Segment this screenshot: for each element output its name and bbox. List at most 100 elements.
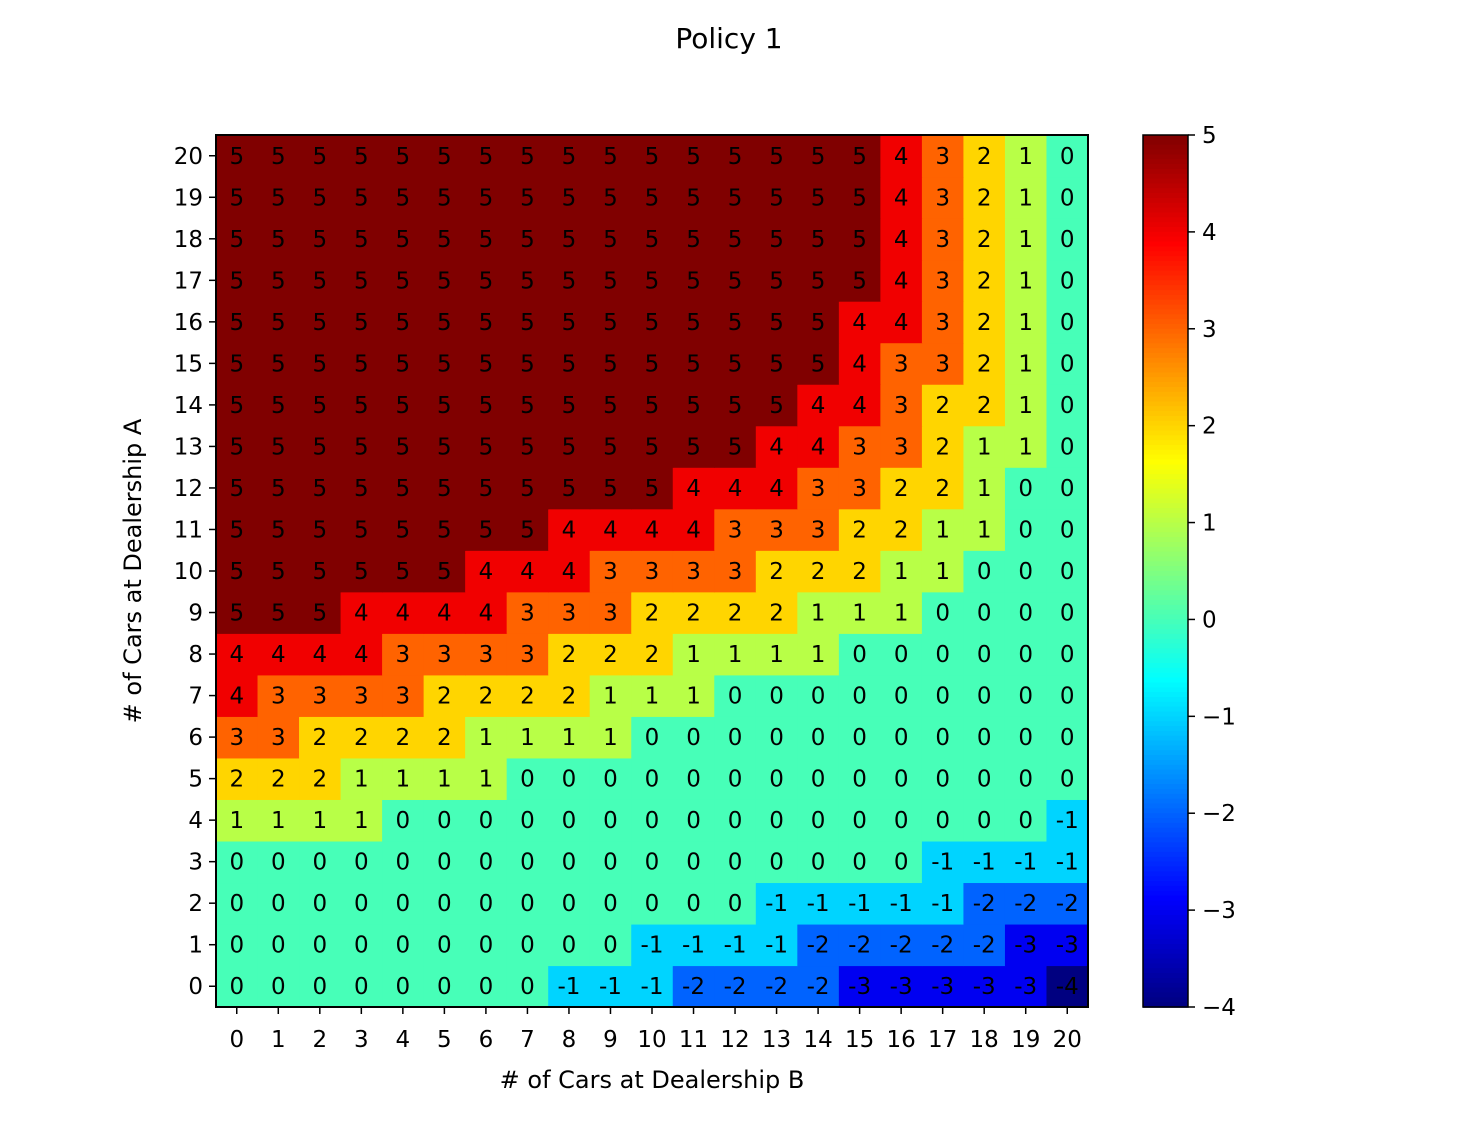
heatmap-cell: [340, 384, 383, 427]
heatmap-cell: [465, 342, 508, 385]
colorbar-segment: [1143, 333, 1188, 340]
heatmap-cell: [589, 840, 632, 884]
heatmap-cell: [1004, 259, 1048, 302]
cell-value-label: 3: [312, 684, 327, 710]
cell-value-label: 0: [1060, 185, 1075, 211]
heatmap-cell: [340, 259, 383, 302]
colorbar-segment: [1143, 314, 1188, 320]
cell-value-label: 1: [686, 642, 701, 668]
cell-value-label: 2: [645, 601, 660, 627]
heatmap-cell: [921, 425, 965, 468]
heatmap-cell: [216, 259, 259, 302]
heatmap-cell: [382, 591, 425, 634]
colorbar-segment: [1143, 246, 1188, 253]
colorbar-segment: [1143, 227, 1188, 233]
cell-value-label: 0: [894, 725, 909, 751]
cell-value-label: 0: [935, 808, 950, 834]
colorbar-segment: [1143, 168, 1188, 175]
heatmap-cell: [1046, 923, 1089, 967]
heatmap-cell: [340, 923, 383, 967]
heatmap-cell: [299, 176, 342, 219]
cell-value-label: 0: [1060, 268, 1075, 294]
heatmap-cell: [216, 965, 259, 1008]
heatmap-cell: [340, 342, 383, 385]
cell-value-label: 3: [354, 684, 369, 710]
heatmap-cell: [216, 633, 259, 676]
heatmap-cell: [755, 301, 798, 344]
heatmap-cell: [963, 218, 1006, 261]
cell-value-label: 4: [562, 559, 577, 585]
cell-value-label: 0: [396, 891, 411, 917]
heatmap-cell: [921, 799, 965, 842]
cell-value-label: 0: [520, 974, 535, 1000]
colorbar-segment: [1143, 425, 1188, 432]
cell-value-label: 2: [645, 642, 660, 668]
x-tick-label: 4: [396, 1027, 411, 1053]
heatmap-cell: [589, 757, 632, 800]
heatmap-cell: [382, 342, 425, 385]
cell-value-label: 3: [396, 684, 411, 710]
cell-value-label: 0: [312, 850, 327, 876]
colorbar-segment: [1143, 391, 1188, 398]
cell-value-label: 0: [271, 974, 286, 1000]
cell-value-label: 4: [728, 476, 743, 502]
heatmap-cell: [631, 218, 674, 261]
colorbar-segment: [1143, 159, 1188, 165]
colorbar-segment: [1143, 687, 1188, 693]
colorbar-segment: [1143, 478, 1188, 485]
heatmap-cell: [257, 674, 300, 717]
colorbar-segment: [1143, 818, 1188, 824]
heatmap-cell: [340, 508, 383, 551]
cell-value-label: -3: [890, 974, 913, 1000]
colorbar-tick-label: 0: [1202, 607, 1217, 633]
heatmap-cell: [797, 633, 840, 676]
heatmap-cell: [838, 176, 881, 219]
colorbar-segment: [1143, 571, 1188, 577]
heatmap-cell: [257, 384, 300, 427]
heatmap-cell: [921, 467, 965, 510]
heatmap-cell: [382, 799, 425, 842]
heatmap-cell: [631, 467, 674, 510]
heatmap-cell: [755, 591, 798, 634]
heatmap-cell: [299, 716, 342, 759]
heatmap-cell: [465, 716, 508, 759]
heatmap-cell: [880, 135, 923, 178]
colorbar-segment: [1143, 144, 1188, 151]
heatmap-cell: [589, 425, 632, 468]
heatmap-cell: [714, 342, 757, 385]
heatmap-cell: [1004, 799, 1048, 842]
heatmap-cell: [714, 591, 757, 634]
x-tick-label: 15: [845, 1027, 874, 1053]
heatmap-cell: [548, 384, 591, 427]
cell-value-label: -2: [973, 933, 996, 959]
cell-value-label: 5: [811, 144, 826, 170]
heatmap-cell: [963, 384, 1006, 427]
colorbar-segment: [1143, 517, 1188, 524]
colorbar-segment: [1143, 789, 1188, 795]
heatmap-cell: [755, 384, 798, 427]
cell-value-label: 5: [312, 310, 327, 336]
cell-value-label: -1: [641, 974, 664, 1000]
cell-value-label: 3: [603, 559, 618, 585]
colorbar-tick-label: 5: [1202, 123, 1217, 149]
colorbar-frame: [1142, 134, 1189, 1008]
colorbar-segment: [1143, 822, 1188, 829]
cell-value-label: 5: [437, 393, 452, 419]
cell-value-label: 2: [354, 725, 369, 751]
heatmap-cell: [963, 799, 1006, 842]
heatmap-cell: [257, 508, 300, 551]
cell-value-label: 0: [769, 808, 784, 834]
cell-value-label: 0: [354, 891, 369, 917]
cell-value-label: 5: [728, 310, 743, 336]
heatmap-cell: [672, 716, 715, 759]
heatmap-cell: [257, 757, 300, 800]
colorbar-segment: [1143, 164, 1188, 170]
colorbar-segment: [1143, 963, 1188, 970]
heatmap-cell: [589, 799, 632, 842]
cell-value-label: 5: [645, 476, 660, 502]
cell-value-label: 0: [935, 642, 950, 668]
heatmap-cell: [797, 965, 840, 1008]
heatmap-cell: [714, 425, 757, 468]
colorbar-segment: [1143, 784, 1188, 790]
cell-value-label: 5: [520, 476, 535, 502]
